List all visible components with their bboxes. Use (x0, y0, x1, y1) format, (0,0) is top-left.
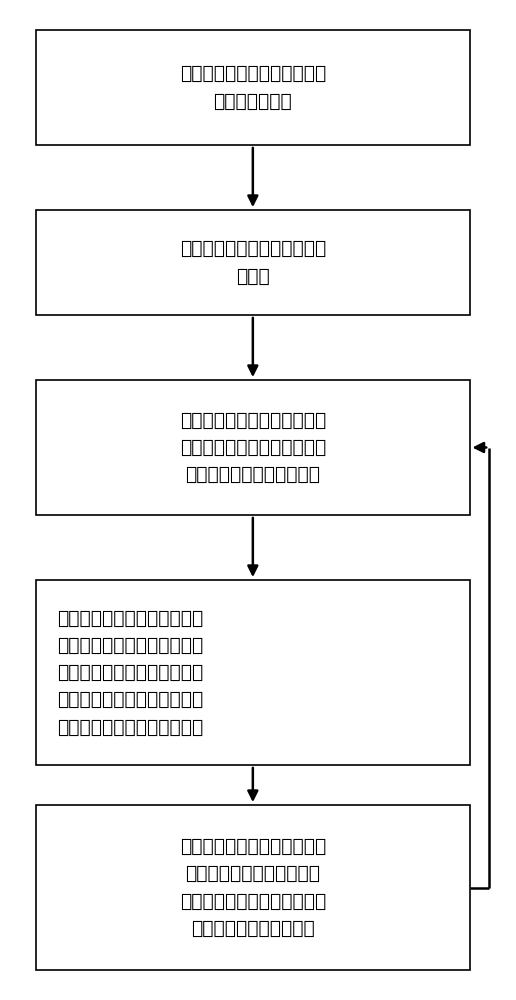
Text: 计算数据块指纹，用于重复数
据查找: 计算数据块指纹，用于重复数 据查找 (180, 239, 326, 286)
Text: 对所述数据块组中的非重复非
相似的数据计算超级指纹，
进行相似判断补充查找，对相
似数据块做差量压缩处理: 对所述数据块组中的非重复非 相似的数据计算超级指纹， 进行相似判断补充查找，对相… (180, 837, 326, 938)
Text: 对重复数据删除处理后的数据
块组进行基于局部性的相似数
据查找：前后遍历重复数据块
相邻的数据块，差量压缩这些
数据并判断是否为相似数据块: 对重复数据删除处理后的数据 块组进行基于局部性的相似数 据查找：前后遍历重复数据… (57, 608, 203, 736)
Bar (36, 30, 470, 145)
Text: 对数据流中的文件进行分块，
得到多个数据块: 对数据流中的文件进行分块， 得到多个数据块 (180, 64, 326, 111)
Bar (36, 580, 470, 765)
Bar (36, 380, 470, 515)
Bar (36, 210, 470, 315)
Bar (36, 805, 470, 970)
Text: 对数据块进行分组，建立双向
链表记录，对数据块组进行指
纹查找，并标记重复数据块: 对数据块进行分组，建立双向 链表记录，对数据块组进行指 纹查找，并标记重复数据块 (180, 411, 326, 484)
